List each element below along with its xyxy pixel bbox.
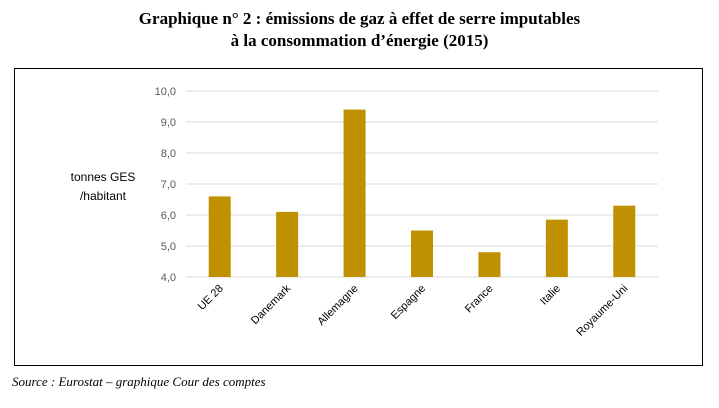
x-tick-label: Espagne [389,283,428,322]
chart-title-line-2: à la consommation d’énergie (2015) [230,31,489,50]
y-tick-label: 6,0 [161,210,176,222]
y-axis-label-line-2: /habitant [80,189,127,203]
y-tick-label: 9,0 [161,117,176,129]
y-axis-label-line-1: tonnes GES [71,170,136,184]
bars [208,109,636,277]
y-tick-label: 10,0 [155,86,176,98]
bar-espagne [411,230,433,277]
x-tick-label: Italie [538,283,563,308]
bar-italie [545,219,568,277]
chart-title: Graphique n° 2 : émissions de gaz à effe… [0,8,719,52]
x-tick-label: France [463,283,496,316]
x-tick-labels: UE 28 Danemark Allemagne Espagne France Itali… [196,282,631,338]
y-tick-label: 7,0 [161,179,176,191]
x-tick-label: Danemark [249,282,294,327]
bar-france [478,252,501,277]
y-tick-label: 8,0 [161,148,176,160]
source-note: Source : Eurostat – graphique Cour des c… [12,374,266,389]
x-tick-label: Allemagne [315,283,360,328]
bar-allemagne [343,109,366,277]
bar-ue-28 [208,196,231,277]
chart-title-line-1: Graphique n° 2 : émissions de gaz à effe… [138,9,581,28]
x-tick-label: Royaume-Uni [574,283,630,339]
chart-frame [14,68,703,366]
y-tick-labels: 4,0 5,0 6,0 7,0 8,0 9,0 10,0 [155,86,176,284]
bar-danemark [276,211,299,277]
y-tick-label: 4,0 [161,272,176,284]
y-tick-label: 5,0 [161,241,176,253]
bar-royaume-uni [613,205,636,277]
x-tick-label: UE 28 [196,283,226,313]
